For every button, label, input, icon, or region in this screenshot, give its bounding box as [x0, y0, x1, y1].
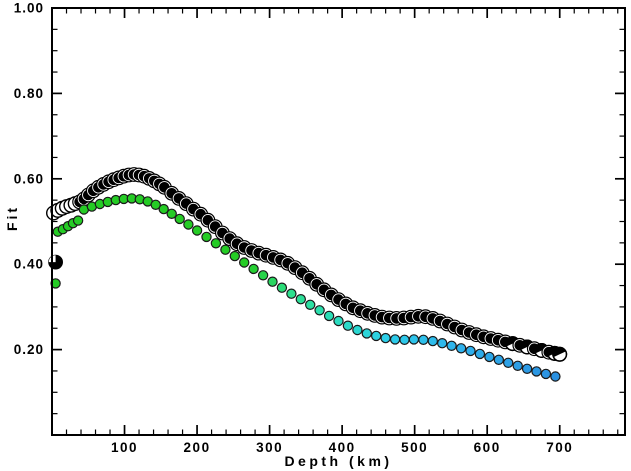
dot-marker — [229, 250, 240, 262]
dot-marker — [220, 244, 231, 255]
dot-marker — [183, 219, 194, 230]
y-tick-label: 0.20 — [14, 342, 44, 357]
dot-marker — [286, 288, 297, 299]
dot-marker — [333, 315, 344, 327]
dot-marker — [521, 363, 533, 374]
dot-marker — [295, 294, 306, 305]
dot-marker — [455, 343, 467, 354]
dot-marker — [150, 199, 161, 210]
dot-marker — [248, 263, 259, 275]
dot-marker — [418, 334, 429, 345]
dot-marker — [191, 225, 203, 236]
dot-marker — [323, 310, 335, 322]
y-tick-label: 1.00 — [14, 1, 44, 16]
dot-marker — [465, 345, 476, 357]
dot-marker — [371, 330, 382, 342]
dot-marker — [512, 360, 523, 371]
dot-marker — [503, 357, 514, 368]
x-tick-label: 700 — [546, 440, 573, 455]
dot-marker — [531, 366, 542, 377]
y-axis-title: Fit — [4, 204, 20, 232]
dot-marker — [446, 340, 457, 351]
dot-marker — [238, 257, 250, 268]
beachball-marker — [48, 254, 63, 270]
dot-marker — [276, 282, 288, 293]
dot-marker — [474, 348, 486, 360]
x-tick-label: 300 — [256, 440, 283, 455]
dot-marker — [166, 208, 177, 219]
x-tick-label: 600 — [474, 440, 501, 455]
dot-marker — [380, 332, 391, 344]
dot-marker — [493, 354, 504, 365]
dot-marker — [267, 276, 278, 287]
x-axis-title: Depth (km) — [284, 453, 393, 469]
x-tick-label: 100 — [111, 440, 138, 455]
dot-marker — [437, 338, 448, 349]
y-tick-label: 0.80 — [14, 86, 44, 101]
dot-marker — [361, 328, 372, 339]
dot-marker — [158, 203, 169, 215]
x-tick-label: 500 — [401, 440, 428, 455]
dot-marker — [342, 320, 354, 331]
y-tick-label: 0.60 — [14, 171, 44, 186]
x-tick-label: 400 — [329, 440, 356, 455]
dot-marker — [305, 299, 316, 310]
dot-marker — [427, 335, 438, 347]
x-tick-label: 200 — [184, 440, 211, 455]
y-tick-label: 0.40 — [14, 257, 44, 272]
dot-marker — [72, 215, 84, 226]
dot-marker — [399, 334, 410, 345]
plot-frame — [51, 7, 626, 436]
dot-marker — [484, 351, 495, 363]
beachball-marker — [552, 346, 568, 362]
dot-marker — [257, 270, 269, 281]
dot-marker — [540, 368, 552, 380]
dot-marker — [210, 238, 222, 249]
dot-marker — [174, 213, 185, 225]
dot-marker — [550, 371, 561, 382]
dot-marker — [408, 334, 420, 345]
dot-marker — [314, 305, 325, 316]
dot-marker — [201, 231, 212, 243]
dot-marker — [352, 324, 363, 336]
dot-marker — [389, 334, 401, 345]
